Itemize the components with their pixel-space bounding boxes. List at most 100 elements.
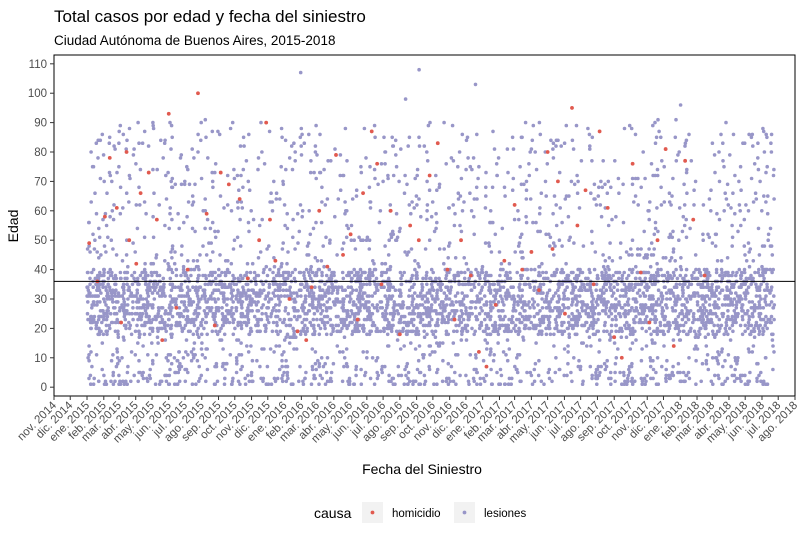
point-homicidio <box>683 158 688 163</box>
legend-swatch-homicidio <box>370 510 375 515</box>
point-homicidio <box>361 191 365 196</box>
y-tick-label: 90 <box>34 118 47 130</box>
point-homicidio <box>154 217 159 222</box>
point-homicidio <box>295 329 300 334</box>
point-homicidio <box>212 323 217 328</box>
y-tick-label: 110 <box>29 59 47 71</box>
point-homicidio <box>257 238 262 243</box>
y-tick-label: 80 <box>34 147 47 159</box>
point-homicidio <box>702 273 707 278</box>
point-homicidio <box>445 267 450 272</box>
point-homicidio <box>304 338 309 343</box>
chart-subtitle: Ciudad Autónoma de Buenos Aires, 2015-20… <box>54 33 335 48</box>
point-homicidio <box>476 350 481 354</box>
point-homicidio <box>226 182 231 187</box>
point-homicidio <box>671 344 676 348</box>
point-homicidio <box>146 170 151 175</box>
point-homicidio <box>160 338 165 343</box>
legend: causa homicidio lesiones <box>314 502 526 523</box>
point-homicidio <box>619 355 624 360</box>
point-homicidio <box>570 106 574 110</box>
point-homicidio <box>185 267 190 272</box>
point-homicidio <box>325 264 330 269</box>
point-homicidio <box>493 302 498 307</box>
point-homicidio <box>452 317 457 322</box>
point-homicidio <box>119 320 124 325</box>
point-homicidio <box>102 214 107 219</box>
point-homicidio <box>196 91 200 96</box>
y-axis-title: Edad <box>5 210 21 243</box>
point-homicidio <box>397 332 402 337</box>
point-homicidio <box>348 232 353 237</box>
point-homicidio <box>512 203 517 207</box>
chart-title: Total casos por edad y fecha del siniest… <box>54 7 366 26</box>
point-homicidio <box>134 261 139 266</box>
point-homicidio <box>529 250 534 254</box>
point-homicidio <box>416 238 421 243</box>
point-homicidio <box>268 217 272 222</box>
x-axis-title: Fecha del Siniestro <box>362 461 482 477</box>
y-tick-label: 0 <box>41 382 47 394</box>
y-tick-label: 60 <box>34 206 47 218</box>
point-homicidio <box>459 238 463 243</box>
plot-panel <box>53 54 796 397</box>
point-homicidio <box>556 179 560 184</box>
point-homicidio <box>605 205 610 210</box>
point-homicidio <box>630 161 635 166</box>
point-homicidio <box>484 364 489 369</box>
y-tick-label: 10 <box>34 353 47 365</box>
y-axis: 0 10 20 30 40 50 60 70 80 90 100 110 <box>28 59 54 394</box>
y-tick-label: 30 <box>34 294 47 306</box>
legend-label-homicidio: homicidio <box>392 508 441 520</box>
point-homicidio <box>317 208 322 213</box>
point-homicidio <box>545 150 550 154</box>
point-homicidio <box>287 297 292 301</box>
y-tick-label: 100 <box>28 88 47 100</box>
point-homicidio <box>138 191 143 196</box>
point-homicidio <box>388 208 393 213</box>
point-homicidio <box>87 241 92 246</box>
point-homicidio <box>638 270 643 275</box>
legend-label-lesiones: lesiones <box>484 508 526 520</box>
point-homicidio <box>273 258 278 263</box>
point-homicidio <box>563 311 567 316</box>
point-homicidio <box>612 335 617 340</box>
y-tick-label: 20 <box>34 323 47 335</box>
point-homicidio <box>375 161 380 166</box>
point-homicidio <box>502 258 507 263</box>
point-homicidio <box>435 141 440 146</box>
point-homicidio <box>107 155 112 160</box>
y-tick-label: 70 <box>34 176 47 188</box>
point-homicidio <box>245 276 250 281</box>
point-homicidio <box>647 320 652 325</box>
point-homicidio <box>237 197 242 201</box>
point-homicidio <box>309 285 314 290</box>
point-homicidio <box>127 238 132 243</box>
point-homicidio <box>124 150 129 154</box>
point-homicidio <box>575 223 580 228</box>
point-homicidio <box>550 247 555 251</box>
point-homicidio <box>408 223 413 228</box>
point-homicidio <box>663 147 668 151</box>
legend-swatch-lesiones <box>462 510 467 515</box>
point-homicidio <box>114 205 119 210</box>
point-homicidio <box>379 282 384 287</box>
point-homicidio <box>355 317 360 322</box>
y-tick-label: 40 <box>34 265 47 277</box>
legend-title: causa <box>314 505 352 521</box>
y-tick-label: 50 <box>34 235 47 247</box>
point-homicidio <box>591 282 596 287</box>
point-homicidio <box>537 288 541 293</box>
point-homicidio <box>204 211 209 216</box>
data-points <box>85 67 777 386</box>
point-homicidio <box>583 188 588 193</box>
point-homicidio <box>468 273 473 278</box>
point-homicidio <box>520 267 525 272</box>
point-homicidio <box>597 129 602 134</box>
point-homicidio <box>341 252 345 257</box>
point-homicidio <box>218 170 223 175</box>
point-homicidio <box>174 305 179 310</box>
point-homicidio <box>369 129 374 134</box>
